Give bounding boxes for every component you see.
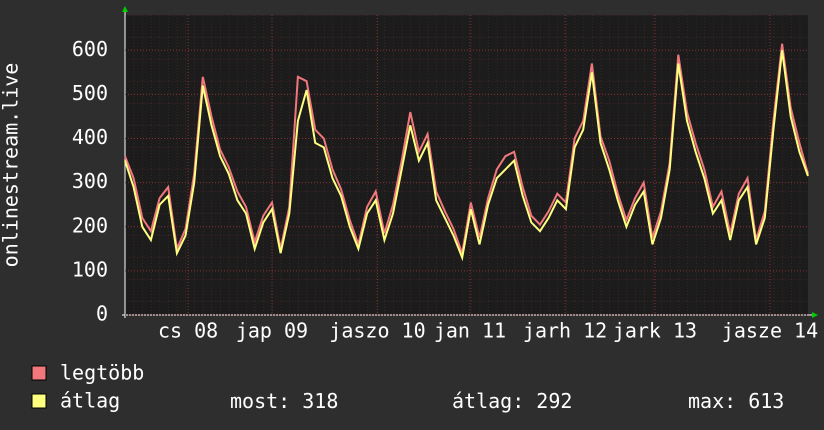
y-axis-label: onlinestream.live	[0, 63, 23, 268]
legend-stat: max: 613	[688, 389, 784, 413]
axis-arrow	[122, 6, 128, 12]
x-tick-label: jark 13	[613, 319, 697, 343]
legend-swatch	[31, 393, 47, 409]
stat-label: max:	[688, 389, 736, 413]
series-line	[124, 50, 809, 262]
x-tick-label: jan 11	[434, 319, 506, 343]
y-tick-label: 400	[72, 125, 108, 149]
x-tick-label: jaszo 10	[329, 319, 425, 343]
y-tick-label: 100	[72, 257, 108, 281]
x-tick-label: jarh 12	[523, 319, 607, 343]
y-tick-label: 600	[72, 37, 108, 61]
y-tick-label: 200	[72, 213, 108, 237]
x-tick-label: cs 08	[158, 319, 218, 343]
y-tick-label: 0	[96, 302, 108, 326]
stat-value: 613	[748, 389, 784, 413]
x-tick-label: jasze 14	[722, 319, 818, 343]
legend-label: átlag	[60, 389, 120, 413]
x-tick-label: jap 09	[236, 319, 308, 343]
legend-label: legtöbb	[60, 361, 144, 385]
stat-value: 292	[536, 389, 572, 413]
y-tick-label: 300	[72, 169, 108, 193]
stat-value: 318	[302, 389, 338, 413]
legend-stat: most: 318	[230, 389, 338, 413]
y-tick-label: 500	[72, 81, 108, 105]
stat-label: átlag:	[452, 389, 524, 413]
stat-label: most:	[230, 389, 290, 413]
legend: legtöbb átlag most: 318 átlag: 292 max: 613	[31, 361, 784, 413]
minor-grid	[125, 15, 808, 315]
axis-arrow	[812, 312, 818, 318]
legend-swatch	[31, 365, 47, 381]
legend-stat: átlag: 292	[452, 389, 572, 413]
